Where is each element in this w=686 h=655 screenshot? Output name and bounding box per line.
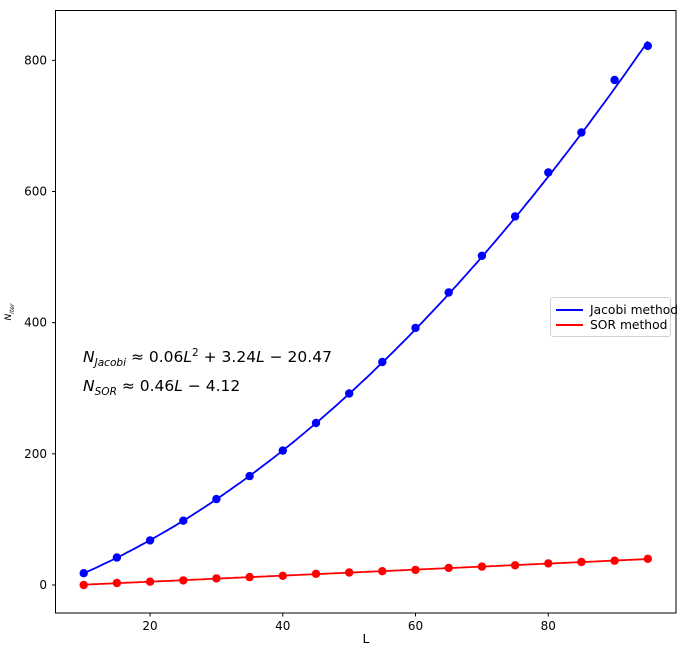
jacobi-data-point — [477, 251, 487, 260]
jacobi-data-point — [610, 75, 619, 85]
jacobi-data-point — [179, 516, 188, 525]
legend-entry-sor: SOR method — [556, 317, 668, 332]
plot-border — [55, 10, 677, 614]
sor-data-point — [444, 563, 453, 573]
sor-data-point — [278, 571, 287, 580]
sor-data-point — [510, 561, 520, 570]
jacobi-data-point — [544, 168, 553, 177]
y-axis-label: Niter — [4, 303, 16, 321]
jacobi-data-point — [311, 418, 321, 428]
sor-data-point — [544, 559, 553, 568]
sor-data-point — [212, 574, 221, 583]
jacobi-data-point — [145, 536, 155, 545]
jacobi-data-point — [643, 41, 652, 51]
legend: Jacobi method SOR method — [550, 297, 678, 337]
legend-label-sor: SOR method — [590, 317, 668, 332]
x-tick-label: 60 — [408, 619, 423, 633]
sor-data-point — [179, 576, 188, 585]
sor-data-point — [112, 578, 122, 588]
legend-entry-jacobi: Jacobi method — [556, 302, 678, 317]
jacobi-data-point — [411, 323, 420, 333]
jacobi-data-point — [278, 446, 287, 455]
jacobi-fit-line — [83, 40, 649, 575]
sor-data-point — [79, 580, 88, 590]
x-tick-label: 80 — [541, 619, 556, 633]
jacobi-data-point — [112, 553, 122, 562]
sor-fit-line — [83, 558, 648, 586]
y-tick-label: 600 — [24, 185, 47, 199]
sor-data-point — [411, 565, 420, 575]
sor-fit-formula: NSOR ≈ 0.46L − 4.12 — [83, 377, 241, 399]
sor-line-sample — [556, 323, 583, 326]
sor-data-point — [577, 557, 586, 567]
jacobi-data-point — [577, 128, 586, 137]
sor-data-point — [643, 554, 652, 563]
sor-data-point — [477, 562, 487, 571]
sor-data-point — [345, 568, 354, 577]
x-axis-label: L — [362, 631, 370, 646]
jacobi-fit-formula: NJacobi ≈ 0.06L2 + 3.24L − 20.47 — [83, 346, 332, 370]
jacobi-data-point — [444, 288, 453, 297]
sor-data-point — [610, 556, 619, 565]
sor-data-point — [145, 577, 155, 586]
jacobi-data-point — [378, 357, 387, 367]
y-tick-label: 200 — [24, 447, 47, 461]
x-tick-label: 20 — [142, 619, 157, 633]
x-tick-label: 40 — [275, 619, 290, 633]
sor-data-point — [378, 567, 387, 576]
sor-data-point — [311, 569, 321, 578]
y-tick-label: 800 — [24, 53, 47, 67]
jacobi-data-point — [212, 494, 221, 504]
jacobi-line-sample — [556, 308, 583, 311]
jacobi-data-point — [510, 212, 520, 221]
jacobi-data-point — [245, 471, 254, 481]
jacobi-data-point — [79, 569, 88, 578]
fit-annotation: NJacobi ≈ 0.06L2 + 3.24L − 20.47 NSOR ≈ … — [83, 343, 332, 401]
jacobi-data-point — [345, 389, 354, 398]
y-tick-label: 0 — [39, 578, 47, 592]
sor-data-point — [245, 572, 254, 582]
legend-label-jacobi: Jacobi method — [590, 302, 679, 317]
y-tick-label: 400 — [24, 316, 47, 330]
